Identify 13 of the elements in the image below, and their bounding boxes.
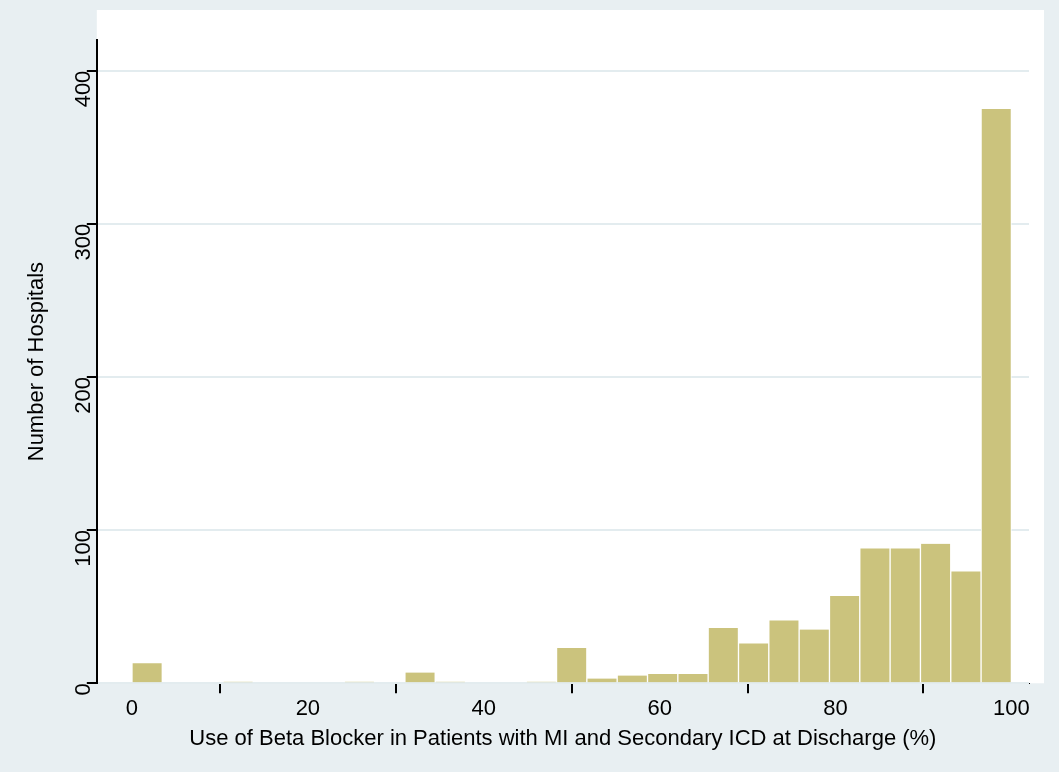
y-tick-label: 100 (69, 530, 95, 567)
x-tick-label: 80 (823, 695, 848, 721)
y-axis-title: Number of Hospitals (23, 261, 49, 462)
y-tick-label: 200 (69, 376, 95, 414)
x-tick-label: 40 (471, 695, 496, 721)
y-tick-label: 400 (69, 70, 95, 108)
y-tick-label: 0 (69, 683, 95, 696)
x-axis-title: Use of Beta Blocker in Patients with MI and Secondary ICD at Discharge (%) (189, 724, 937, 750)
x-tick-label: 60 (647, 695, 672, 721)
x-tick-label: 100 (993, 695, 1030, 721)
x-tick-label: 20 (295, 695, 321, 721)
y-tick-label: 300 (69, 223, 95, 261)
x-tick-label: 0 (125, 695, 139, 721)
